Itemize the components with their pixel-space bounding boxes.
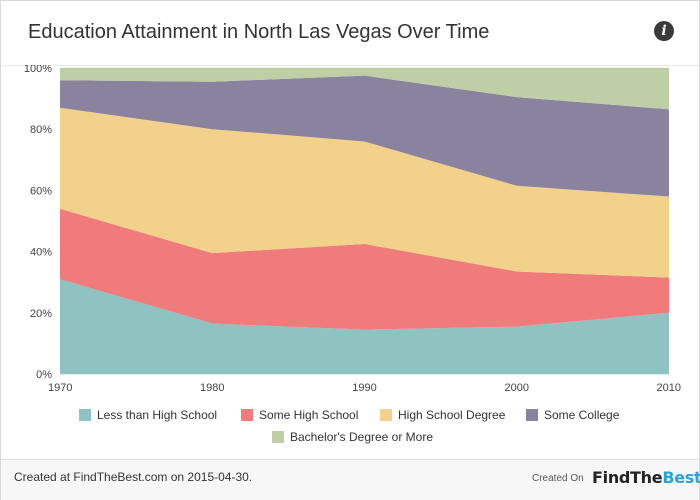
y-tick-label: 20% bbox=[30, 308, 52, 320]
x-axis-ticks: 1970 1980 1990 2000 2010 bbox=[48, 382, 681, 394]
x-tick-label: 1990 bbox=[352, 382, 376, 394]
x-tick-label: 1970 bbox=[48, 382, 72, 394]
legend-label[interactable]: Some High School bbox=[259, 408, 358, 422]
created-on-label: Created On bbox=[532, 473, 584, 484]
legend-swatch bbox=[241, 409, 253, 421]
legend-swatch bbox=[272, 431, 284, 443]
x-tick-label: 2000 bbox=[505, 382, 529, 394]
area-bachelor-s-degree-or-more[interactable] bbox=[60, 68, 669, 110]
legend: Less than High School Some High School Hig… bbox=[79, 408, 620, 444]
footer: Created at FindTheBest.com on 2015-04-30… bbox=[1, 459, 700, 500]
chart-header: Education Attainment in North Las Vegas … bbox=[1, 1, 699, 66]
brand-main: FindThe bbox=[592, 468, 663, 487]
area-some-college[interactable] bbox=[60, 75, 669, 197]
legend-label[interactable]: Less than High School bbox=[97, 408, 217, 422]
area-high-school-degree[interactable] bbox=[60, 107, 669, 278]
created-text: Created at FindTheBest.com on 2015-04-30… bbox=[14, 470, 253, 484]
legend-label[interactable]: Bachelor's Degree or More bbox=[290, 430, 433, 444]
legend-label[interactable]: Some College bbox=[544, 408, 620, 422]
area-some-high-school[interactable] bbox=[60, 208, 669, 330]
y-axis-ticks: 0% 20% 40% 60% 80% 100% bbox=[24, 65, 52, 381]
chart-title: Education Attainment in North Las Vegas … bbox=[28, 21, 490, 43]
legend-swatch bbox=[79, 409, 91, 421]
brand-accent: Best bbox=[662, 468, 700, 487]
info-icon[interactable]: i bbox=[654, 21, 674, 41]
y-tick-label: 100% bbox=[24, 65, 52, 75]
legend-swatch bbox=[380, 409, 392, 421]
area-chart: 0%20%40%60%80%100% 1970 1980 1990 2000 2010 … bbox=[24, 65, 681, 444]
y-tick-label: 80% bbox=[30, 124, 52, 136]
area-series bbox=[60, 68, 669, 374]
x-tick-label: 2010 bbox=[657, 382, 681, 394]
y-tick-label: 0% bbox=[36, 369, 52, 381]
y-tick-label: 60% bbox=[30, 185, 52, 197]
y-tick-label: 40% bbox=[30, 247, 52, 259]
area-less-than-high-school[interactable] bbox=[60, 279, 669, 374]
legend-label[interactable]: High School Degree bbox=[398, 408, 506, 422]
brand-logo[interactable]: FindTheBest bbox=[592, 468, 700, 487]
x-tick-label: 1980 bbox=[200, 382, 224, 394]
legend-swatch bbox=[526, 409, 538, 421]
